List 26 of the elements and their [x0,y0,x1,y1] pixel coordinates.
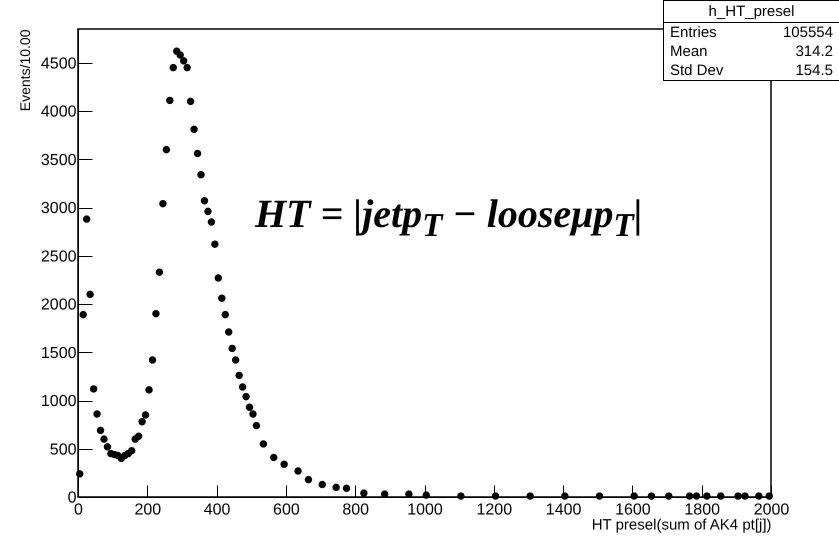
text: Entries 105554 [670,24,833,41]
x-tick-label: 400 [204,502,231,518]
x-tick-label: 2000 [754,502,790,518]
x-tick-label: 1800 [684,502,720,518]
x-tick-label: 1400 [546,502,582,518]
x-tick-label: 1000 [407,502,443,518]
x-axis-title: HT presel(sum of AK4 pt[j]) [592,516,772,534]
text: h_HT_presel [664,1,839,23]
x-tick-label: 600 [273,502,300,518]
text: Mean 314.2 [670,43,833,60]
y-axis-title: Events/10.00 [16,29,33,112]
y-tick-label: 3500 [40,152,77,169]
y-tick-label: 1000 [40,393,77,410]
annotation: HT = |jetp$_{T}$ − looseμp$_{T}$| [255,190,643,245]
x-tick-label: 1200 [476,502,512,518]
y-tick-label: 3000 [40,200,77,218]
text: Std Dev 154.5 [670,62,833,79]
y-tick-label: 1500 [40,344,77,362]
y-tick-label: 4000 [40,104,77,121]
y-tick-label: 2500 [40,248,77,266]
y-tick-label: 2000 [40,296,77,314]
y-tick-label: 4500 [40,55,77,72]
x-tick-label: 1600 [615,502,651,518]
x-tick-label: 800 [342,502,370,518]
y-tick-label: 500 [50,441,77,458]
x-tick-label: 200 [134,502,162,518]
